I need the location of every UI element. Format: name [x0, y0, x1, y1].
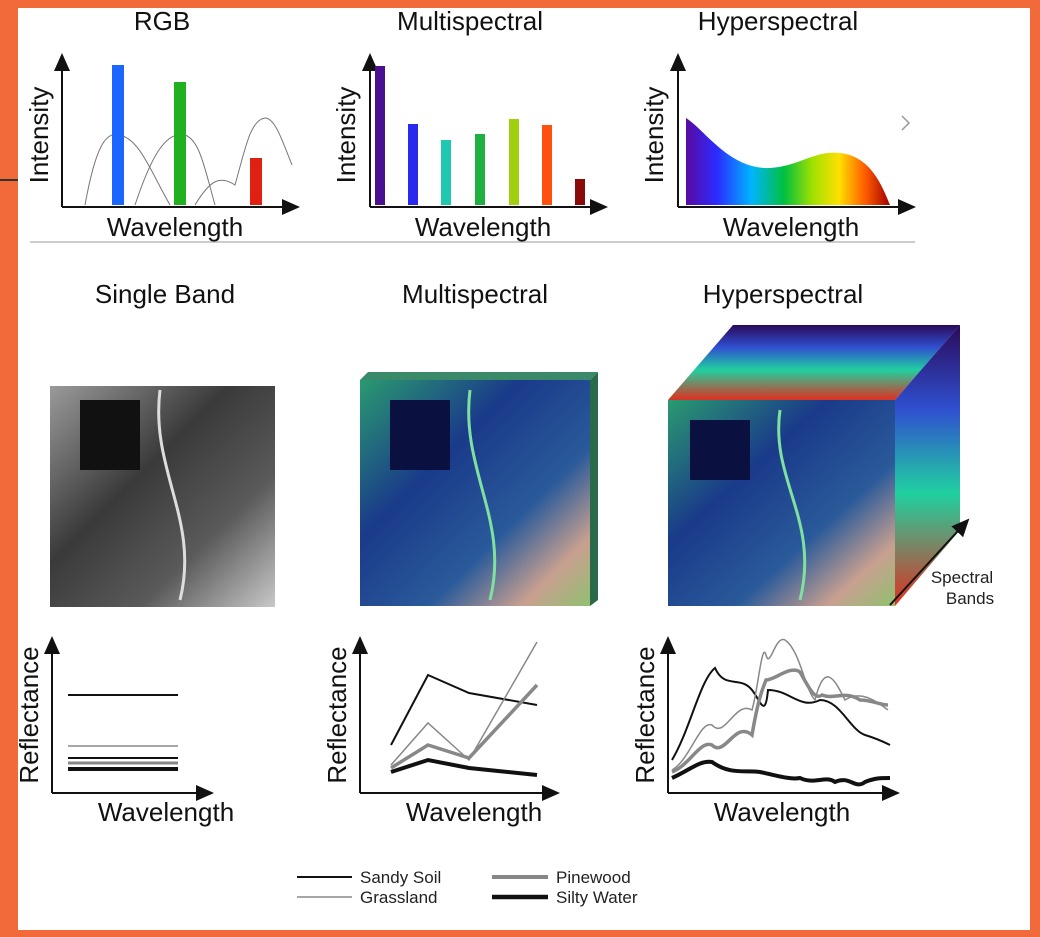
- shape: [475, 134, 485, 205]
- shape: [686, 118, 890, 205]
- top-row-panels-2-y-label: Intensity: [639, 87, 669, 184]
- shape: [80, 400, 140, 470]
- top-row-panels-2-title: Hyperspectral: [698, 6, 858, 36]
- curve: [390, 641, 538, 766]
- shape: [671, 668, 889, 774]
- curve: [390, 673, 538, 746]
- shape: [668, 325, 960, 400]
- shape: [250, 158, 262, 205]
- shape: [901, 115, 911, 131]
- shape: [575, 179, 585, 205]
- shape: [690, 420, 750, 480]
- shape: [174, 82, 186, 205]
- group: [54, 53, 916, 215]
- shape: [157, 389, 187, 601]
- top-row-panels-0-title: RGB: [134, 6, 190, 36]
- legend-items-3: Silty Water: [556, 888, 638, 907]
- shape: [194, 117, 293, 206]
- top-row-panels-1-y-label: Intensity: [331, 87, 361, 184]
- shape: [509, 119, 519, 205]
- bottom-row-panels-0-x-label: Wavelength: [98, 797, 234, 827]
- curve: [390, 757, 538, 777]
- middle-row-titles-0: Single Band: [95, 279, 235, 309]
- shape: [467, 389, 497, 601]
- middle-row-titles-2: Hyperspectral: [703, 279, 863, 309]
- shape: [542, 125, 552, 205]
- legend-items-2: Pinewood: [556, 868, 631, 887]
- shape: [112, 65, 124, 205]
- shape: [590, 372, 598, 606]
- group: [44, 636, 900, 801]
- middle-row-cube-label-0: Spectral: [931, 568, 993, 587]
- legend-items-1: Grassland: [360, 888, 437, 907]
- shape: [375, 66, 385, 205]
- curve: [390, 683, 539, 770]
- legend-items-0: Sandy Soil: [360, 868, 441, 887]
- middle-row-cube-label-1: Bands: [946, 589, 994, 608]
- shape: [777, 409, 807, 601]
- shape: [360, 372, 598, 380]
- shape: [671, 639, 889, 771]
- shape: [441, 140, 451, 205]
- top-row-panels-1-x-label: Wavelength: [415, 212, 551, 242]
- shape: [390, 400, 450, 470]
- shape: [671, 759, 891, 787]
- bottom-row-panels-2-x-label: Wavelength: [714, 797, 850, 827]
- shape: [671, 666, 891, 761]
- top-row-panels-2-x-label: Wavelength: [723, 212, 859, 242]
- top-row-panels-1-title: Multispectral: [397, 6, 543, 36]
- top-row-panels-0-x-label: Wavelength: [107, 212, 243, 242]
- bottom-row-panels-1-y-label: Reflectance: [322, 646, 352, 783]
- shape: [408, 124, 418, 205]
- bottom-row-panels-0-y-label: Reflectance: [14, 646, 44, 783]
- shape: [895, 325, 960, 606]
- bottom-row-panels-1-x-label: Wavelength: [406, 797, 542, 827]
- shape: [889, 518, 970, 606]
- top-row-panels-0-y-label: Intensity: [24, 87, 54, 184]
- middle-row-titles-1: Multispectral: [402, 279, 548, 309]
- bottom-row-panels-2-y-label: Reflectance: [630, 646, 660, 783]
